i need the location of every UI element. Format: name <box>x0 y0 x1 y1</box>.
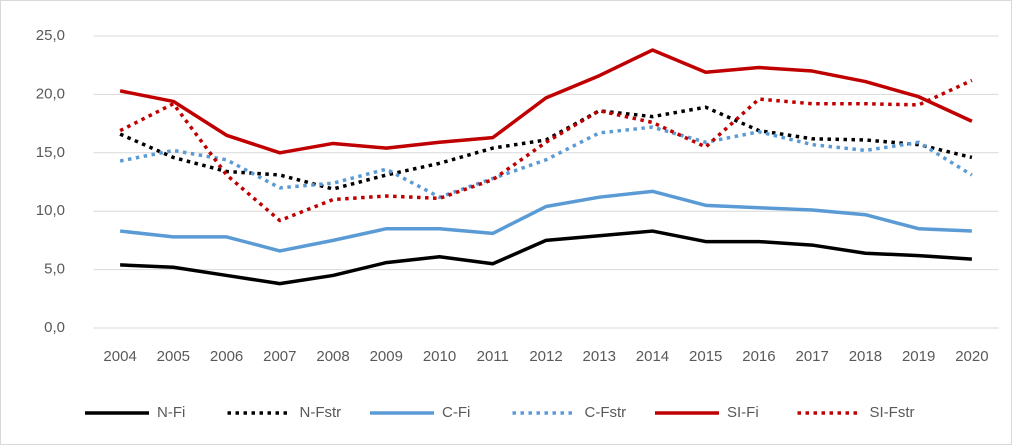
x-tick-label: 2006 <box>210 348 243 365</box>
y-tick-label: 20,0 <box>36 85 65 102</box>
x-tick-label: 2007 <box>263 348 296 365</box>
series-line <box>119 189 972 253</box>
x-tick-label: 2017 <box>795 348 828 365</box>
series-line <box>119 78 973 223</box>
series-line <box>119 105 973 191</box>
series-line <box>119 48 973 155</box>
x-tick-label: 2004 <box>103 348 136 365</box>
y-tick-label: 5,0 <box>44 261 65 278</box>
legend-label: N-Fi <box>157 404 185 421</box>
x-tick-label: 2013 <box>583 348 616 365</box>
x-tick-label: 2010 <box>423 348 456 365</box>
x-tick-label: 2009 <box>370 348 403 365</box>
x-tick-label: 2012 <box>529 348 562 365</box>
legend-label: C-Fi <box>442 404 470 421</box>
legend-label: C-Fstr <box>585 404 627 421</box>
x-tick-label: 2019 <box>902 348 935 365</box>
series-line <box>120 229 972 286</box>
x-tick-label: 2014 <box>636 348 669 365</box>
y-tick-label: 25,0 <box>36 27 65 44</box>
x-tick-label: 2005 <box>157 348 190 365</box>
x-tick-label: 2008 <box>316 348 349 365</box>
y-tick-label: 10,0 <box>36 202 65 219</box>
legend-label: SI-Fstr <box>870 404 915 421</box>
legend-label: SI-Fi <box>727 404 759 421</box>
y-tick-label: 0,0 <box>44 319 65 336</box>
x-tick-label: 2020 <box>955 348 988 365</box>
x-tick-label: 2015 <box>689 348 722 365</box>
x-tick-label: 2016 <box>742 348 775 365</box>
x-tick-label: 2018 <box>849 348 882 365</box>
x-tick-label: 2011 <box>477 348 509 365</box>
series-line <box>119 125 973 199</box>
y-tick-label: 15,0 <box>36 144 65 161</box>
legend-label: N-Fstr <box>300 404 342 421</box>
